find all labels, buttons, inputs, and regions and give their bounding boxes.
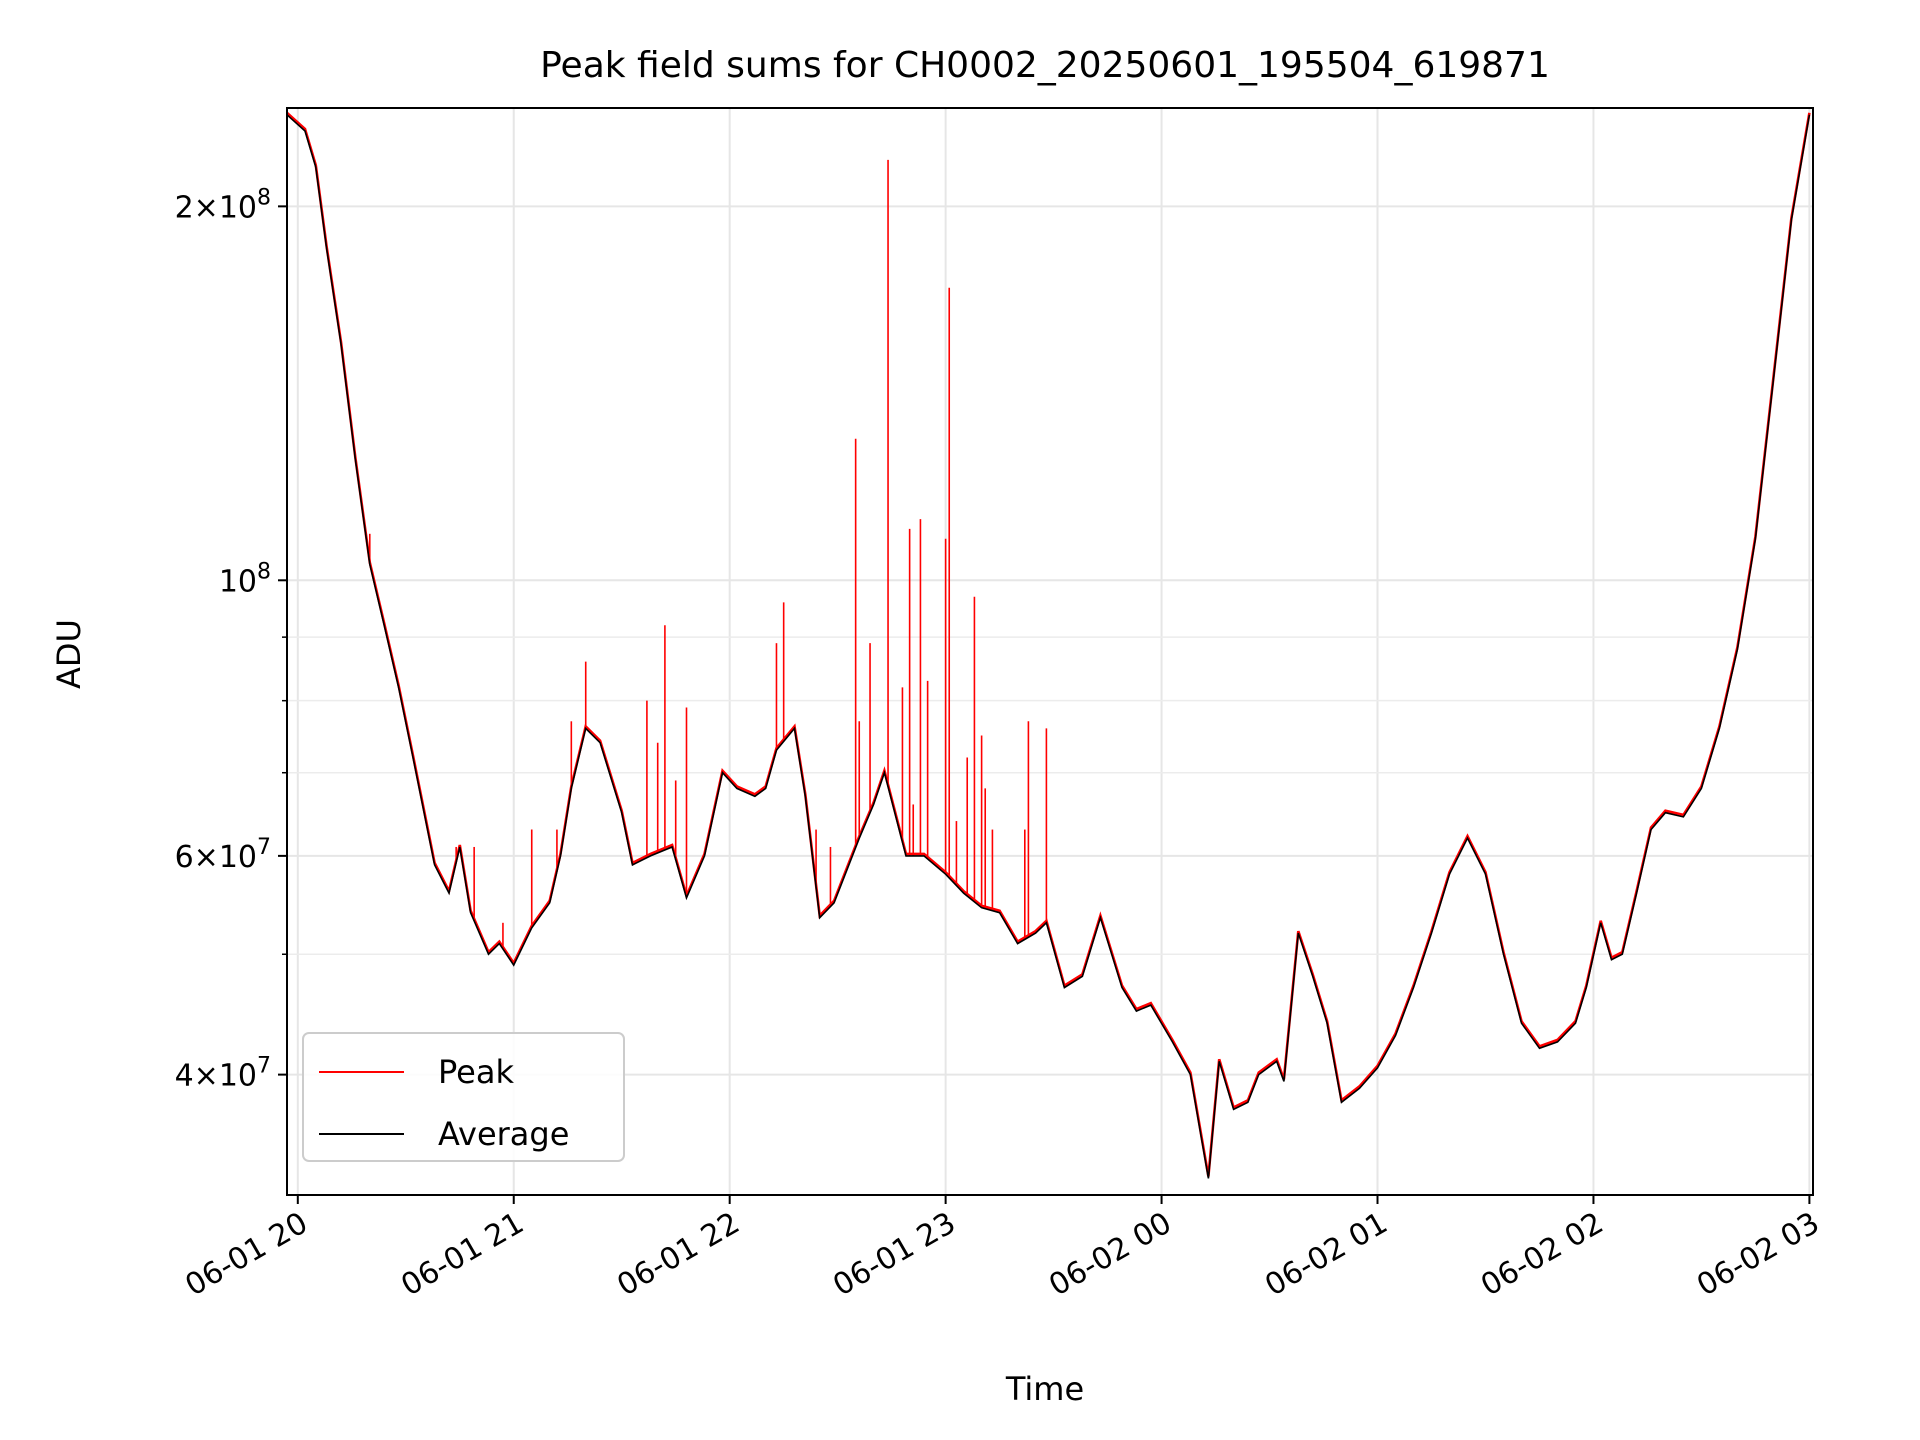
legend-label: Average xyxy=(438,1115,569,1153)
legend: Peak Average xyxy=(302,1032,625,1162)
y-tick-label: 6×107 xyxy=(175,835,271,875)
legend-box xyxy=(302,1032,625,1162)
plot-series xyxy=(286,111,1811,1179)
x-axis-label: Time xyxy=(1005,1370,1084,1408)
legend-label: Peak xyxy=(438,1053,514,1091)
y-tick-label: 4×107 xyxy=(175,1054,271,1094)
plot-frame xyxy=(286,107,1814,1196)
y-axis-label: ADU xyxy=(50,619,88,689)
peak-line xyxy=(286,111,1811,1177)
chart-title: Peak field sums for CH0002_20250601_1955… xyxy=(540,45,1550,86)
y-tick-label: 108 xyxy=(219,559,271,599)
y-tick-label: 2×108 xyxy=(175,185,271,225)
average-line xyxy=(286,114,1811,1179)
